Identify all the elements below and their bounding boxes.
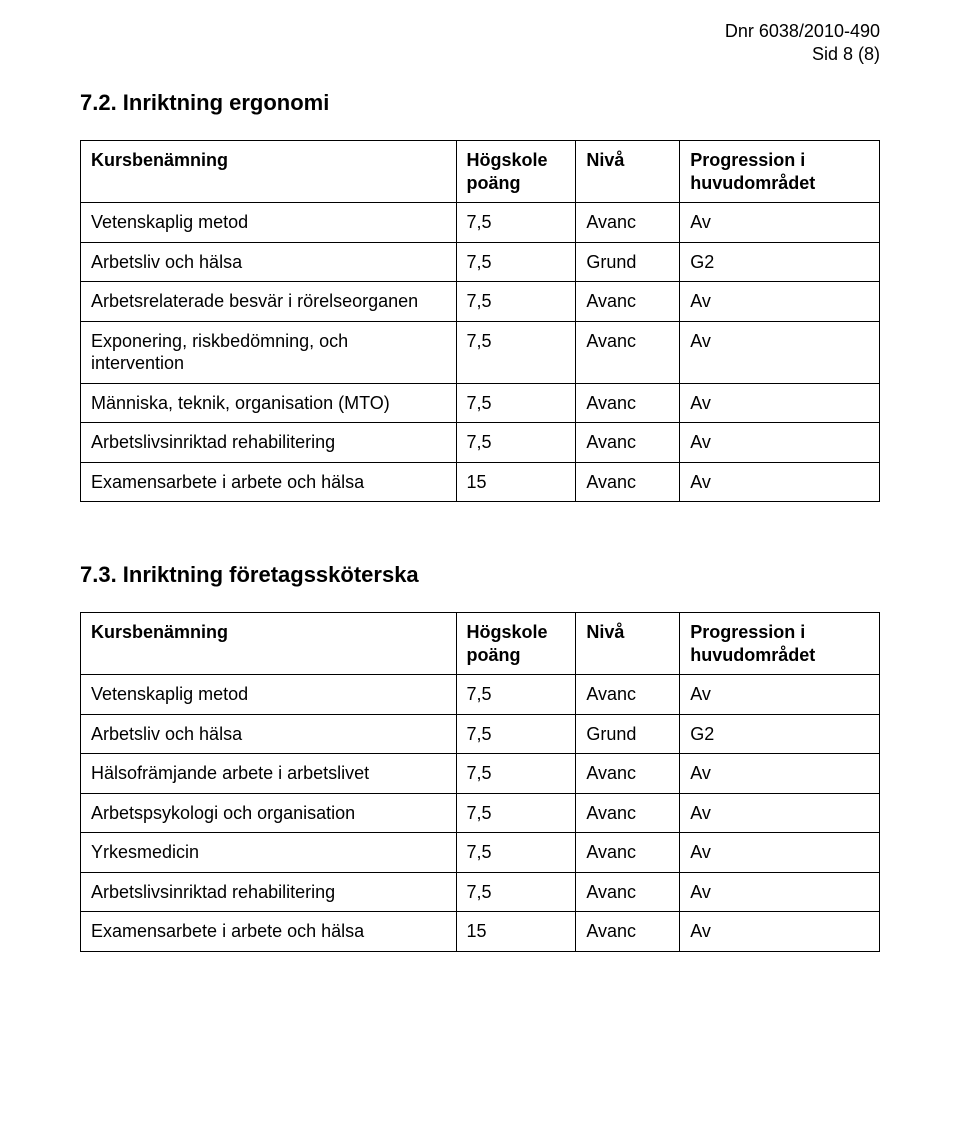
table-row: Vetenskaplig metod 7,5 Avanc Av	[81, 203, 880, 243]
cell: 7,5	[456, 754, 576, 794]
cell: 7,5	[456, 242, 576, 282]
cell: Avanc	[576, 282, 680, 322]
table-row: Vetenskaplig metod 7,5 Avanc Av	[81, 675, 880, 715]
table-row: Yrkesmedicin 7,5 Avanc Av	[81, 833, 880, 873]
cell: Avanc	[576, 203, 680, 243]
cell: 15	[456, 912, 576, 952]
page-number: Sid 8 (8)	[725, 43, 880, 66]
table-section-1: Kursbenämning Högskole poäng Nivå Progre…	[80, 140, 880, 502]
col-header: Nivå	[576, 613, 680, 675]
cell: 7,5	[456, 714, 576, 754]
cell: Examensarbete i arbete och hälsa	[81, 462, 457, 502]
cell: Människa, teknik, organisation (MTO)	[81, 383, 457, 423]
col-header: Nivå	[576, 141, 680, 203]
table-row: Arbetsrelaterade besvär i rörelseorganen…	[81, 282, 880, 322]
cell: Av	[680, 872, 880, 912]
table-row: Arbetslivsinriktad rehabilitering 7,5 Av…	[81, 423, 880, 463]
page-header: Dnr 6038/2010-490 Sid 8 (8)	[725, 20, 880, 67]
col-header: Kursbenämning	[81, 613, 457, 675]
col-header: Progression i huvudområdet	[680, 613, 880, 675]
table-header-row: Kursbenämning Högskole poäng Nivå Progre…	[81, 613, 880, 675]
cell: Arbetspsykologi och organisation	[81, 793, 457, 833]
table-row: Examensarbete i arbete och hälsa 15 Avan…	[81, 912, 880, 952]
col-header: Kursbenämning	[81, 141, 457, 203]
table-row: Människa, teknik, organisation (MTO) 7,5…	[81, 383, 880, 423]
cell: Examensarbete i arbete och hälsa	[81, 912, 457, 952]
cell: Hälsofrämjande arbete i arbetslivet	[81, 754, 457, 794]
cell: Av	[680, 423, 880, 463]
cell: Grund	[576, 714, 680, 754]
cell: Avanc	[576, 754, 680, 794]
cell: 7,5	[456, 423, 576, 463]
table-row: Hälsofrämjande arbete i arbetslivet 7,5 …	[81, 754, 880, 794]
cell: Avanc	[576, 321, 680, 383]
table-row: Exponering, riskbedömning, och intervent…	[81, 321, 880, 383]
cell: G2	[680, 242, 880, 282]
table-row: Arbetsliv och hälsa 7,5 Grund G2	[81, 714, 880, 754]
table-row: Arbetsliv och hälsa 7,5 Grund G2	[81, 242, 880, 282]
cell: Av	[680, 793, 880, 833]
cell: Yrkesmedicin	[81, 833, 457, 873]
col-header: Progression i huvudområdet	[680, 141, 880, 203]
cell: Avanc	[576, 833, 680, 873]
cell: Arbetslivsinriktad rehabilitering	[81, 872, 457, 912]
table-row: Examensarbete i arbete och hälsa 15 Avan…	[81, 462, 880, 502]
page: Dnr 6038/2010-490 Sid 8 (8) 7.2. Inriktn…	[0, 0, 960, 1145]
cell: 7,5	[456, 833, 576, 873]
cell: Avanc	[576, 383, 680, 423]
cell: Vetenskaplig metod	[81, 675, 457, 715]
cell: 7,5	[456, 282, 576, 322]
section-heading-1: 7.2. Inriktning ergonomi	[80, 90, 880, 116]
cell: Av	[680, 383, 880, 423]
cell: Av	[680, 282, 880, 322]
cell: Av	[680, 321, 880, 383]
cell: Av	[680, 754, 880, 794]
table-row: Arbetspsykologi och organisation 7,5 Ava…	[81, 793, 880, 833]
cell: Grund	[576, 242, 680, 282]
cell: 7,5	[456, 321, 576, 383]
cell: Avanc	[576, 912, 680, 952]
table-header-row: Kursbenämning Högskole poäng Nivå Progre…	[81, 141, 880, 203]
cell: Avanc	[576, 462, 680, 502]
cell: G2	[680, 714, 880, 754]
cell: Arbetsliv och hälsa	[81, 714, 457, 754]
cell: Arbetsrelaterade besvär i rörelseorganen	[81, 282, 457, 322]
cell: Avanc	[576, 872, 680, 912]
cell: 15	[456, 462, 576, 502]
cell: Av	[680, 462, 880, 502]
cell: 7,5	[456, 383, 576, 423]
cell: Av	[680, 203, 880, 243]
section-heading-2: 7.3. Inriktning företagssköterska	[80, 562, 880, 588]
cell: Arbetslivsinriktad rehabilitering	[81, 423, 457, 463]
cell: Exponering, riskbedömning, och intervent…	[81, 321, 457, 383]
dnr-text: Dnr 6038/2010-490	[725, 20, 880, 43]
cell: Avanc	[576, 423, 680, 463]
col-header: Högskole poäng	[456, 141, 576, 203]
cell: Avanc	[576, 793, 680, 833]
table-row: Arbetslivsinriktad rehabilitering 7,5 Av…	[81, 872, 880, 912]
cell: Av	[680, 675, 880, 715]
col-header: Högskole poäng	[456, 613, 576, 675]
cell: Vetenskaplig metod	[81, 203, 457, 243]
cell: 7,5	[456, 793, 576, 833]
cell: 7,5	[456, 872, 576, 912]
cell: Arbetsliv och hälsa	[81, 242, 457, 282]
table-section-2: Kursbenämning Högskole poäng Nivå Progre…	[80, 612, 880, 952]
cell: 7,5	[456, 675, 576, 715]
cell: Av	[680, 912, 880, 952]
cell: Avanc	[576, 675, 680, 715]
cell: Av	[680, 833, 880, 873]
cell: 7,5	[456, 203, 576, 243]
